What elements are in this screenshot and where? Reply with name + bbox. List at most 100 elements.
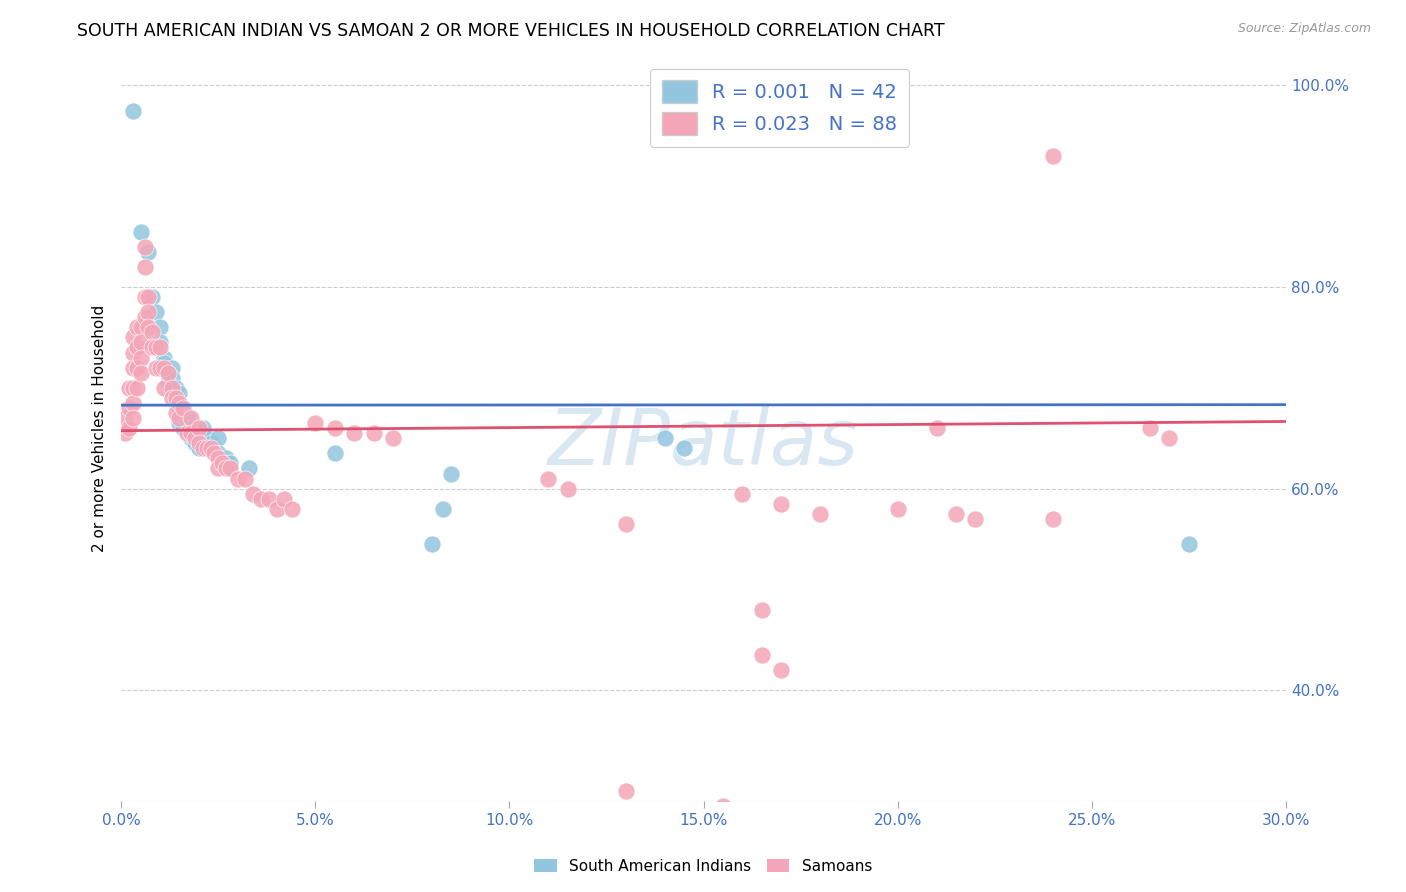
Point [614, 784, 637, 798]
Point [304, 416, 326, 430]
Point [121, 381, 143, 395]
Point [965, 512, 987, 526]
Point [172, 406, 194, 420]
Point [187, 442, 209, 456]
Point [614, 516, 637, 531]
Point [153, 351, 176, 365]
Point [226, 471, 249, 485]
Point [187, 431, 209, 445]
Point [211, 457, 233, 471]
Point [238, 461, 260, 475]
Y-axis label: 2 or more Vehicles in Household: 2 or more Vehicles in Household [93, 304, 107, 552]
Point [145, 341, 167, 355]
Point [160, 391, 183, 405]
Point [219, 457, 242, 471]
Point [219, 461, 242, 475]
Point [202, 442, 225, 456]
Point [121, 411, 143, 425]
Point [180, 431, 202, 445]
Point [180, 426, 202, 441]
Point [169, 416, 191, 430]
Point [257, 491, 280, 506]
Point [323, 421, 346, 435]
Point [770, 497, 793, 511]
Point [432, 501, 454, 516]
Point [165, 381, 187, 395]
Point [149, 360, 172, 375]
Point [165, 406, 187, 420]
Point [149, 320, 172, 334]
Point [235, 471, 257, 485]
Point [382, 431, 405, 445]
Point [129, 351, 152, 365]
Point [195, 431, 218, 445]
Point [134, 290, 156, 304]
Point [1042, 512, 1064, 526]
Point [129, 225, 152, 239]
Point [191, 421, 214, 435]
Point [273, 491, 295, 506]
Point [156, 366, 179, 380]
Point [141, 341, 163, 355]
Point [343, 426, 366, 441]
Legend: R = 0.001   N = 42, R = 0.023   N = 88: R = 0.001 N = 42, R = 0.023 N = 88 [650, 69, 908, 146]
Point [169, 411, 191, 425]
Point [207, 461, 229, 475]
Point [673, 442, 696, 456]
Point [200, 436, 222, 450]
Point [125, 320, 148, 334]
Point [134, 260, 156, 274]
Text: Source: ZipAtlas.com: Source: ZipAtlas.com [1237, 22, 1371, 36]
Point [200, 442, 222, 456]
Point [129, 335, 152, 350]
Point [129, 366, 152, 380]
Point [121, 345, 143, 359]
Point [711, 799, 734, 814]
Point [250, 491, 273, 506]
Point [1159, 431, 1181, 445]
Point [1042, 149, 1064, 163]
Point [207, 431, 229, 445]
Point [654, 431, 676, 445]
Point [195, 442, 218, 456]
Point [141, 326, 163, 340]
Point [440, 467, 463, 481]
Point [121, 360, 143, 375]
Point [141, 290, 163, 304]
Point [202, 446, 225, 460]
Point [180, 421, 202, 435]
Point [145, 360, 167, 375]
Point [187, 436, 209, 450]
Point [420, 537, 443, 551]
Point [1178, 537, 1201, 551]
Point [134, 310, 156, 325]
Text: ZIPatlas: ZIPatlas [548, 405, 859, 481]
Point [1139, 421, 1161, 435]
Point [184, 431, 207, 445]
Point [114, 426, 136, 441]
Point [176, 411, 198, 425]
Point [129, 320, 152, 334]
Point [118, 381, 141, 395]
Point [770, 663, 793, 677]
Point [180, 411, 202, 425]
Point [118, 401, 141, 415]
Point [945, 507, 967, 521]
Point [215, 461, 238, 475]
Point [153, 360, 176, 375]
Point [537, 471, 560, 485]
Point [751, 648, 773, 662]
Point [242, 486, 264, 500]
Legend: South American Indians, Samoans: South American Indians, Samoans [527, 853, 879, 880]
Point [323, 446, 346, 460]
Point [165, 391, 187, 405]
Point [363, 426, 385, 441]
Point [114, 411, 136, 425]
Point [125, 381, 148, 395]
Point [169, 401, 191, 415]
Point [808, 507, 831, 521]
Point [191, 442, 214, 456]
Point [176, 426, 198, 441]
Point [121, 103, 143, 118]
Point [165, 396, 187, 410]
